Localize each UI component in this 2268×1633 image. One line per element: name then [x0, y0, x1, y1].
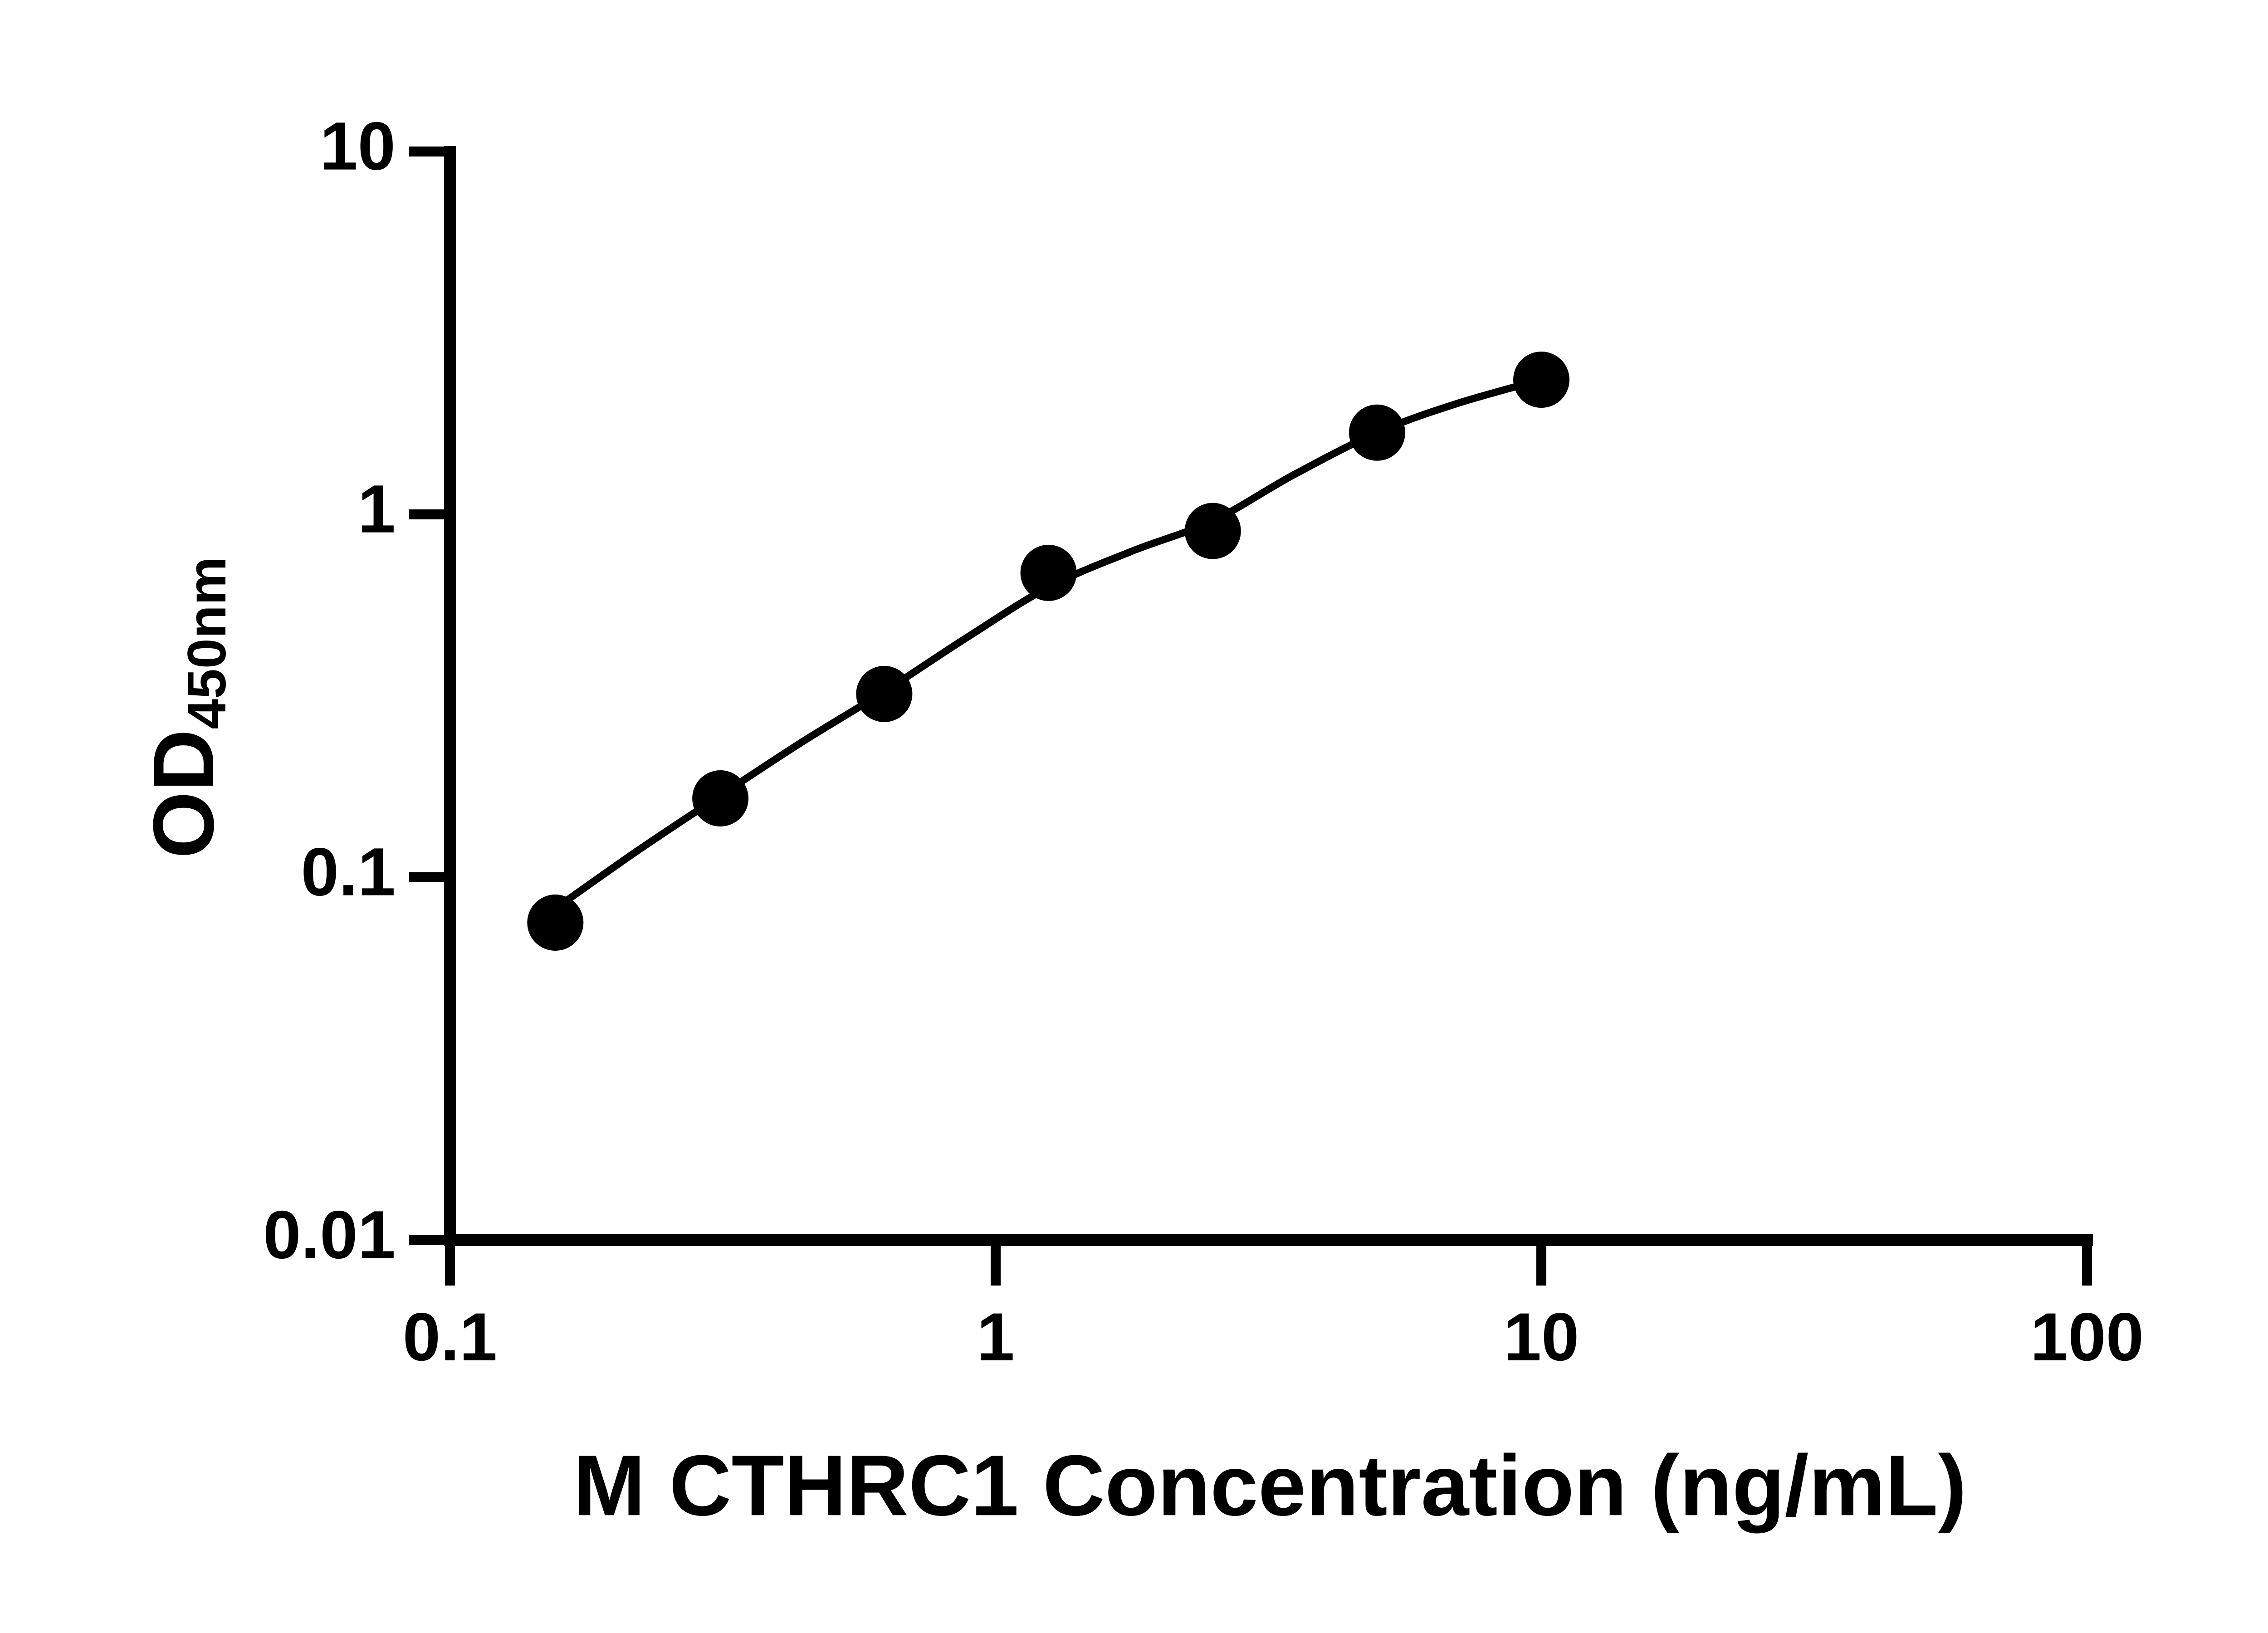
- x-tick-label-1: 1: [977, 1299, 1014, 1375]
- axis-spines: [444, 146, 2093, 1246]
- data-point-marker: [527, 895, 584, 951]
- data-point-marker: [856, 665, 913, 722]
- y-axis-title-subscript: 450nm: [176, 557, 237, 729]
- y-axis-title-main: OD: [136, 729, 232, 859]
- y-tick-label-1: 1: [358, 471, 396, 547]
- data-point-marker: [1184, 503, 1241, 559]
- svg-text:OD450nm: OD450nm: [136, 557, 237, 858]
- data-point-marker: [1513, 352, 1569, 408]
- y-tick-label-10: 10: [320, 108, 396, 184]
- data-point-marker: [1349, 404, 1405, 461]
- x-tick-label-0.1: 0.1: [403, 1299, 498, 1375]
- data-point-marker: [1020, 544, 1077, 601]
- y-tick-label-0.01: 0.01: [263, 1197, 396, 1273]
- y-axis-title-group: OD450nm: [136, 557, 237, 858]
- standard-curve-line: [552, 376, 1545, 912]
- x-axis-title: M CTHRC1 Concentration (ng/mL): [573, 1437, 1966, 1534]
- x-axis-tick-labels: 0.1 1 10 100: [403, 1299, 2144, 1375]
- x-tick-label-10: 10: [1504, 1299, 1579, 1375]
- y-axis-tick-labels: 10 1 0.1 0.01: [263, 108, 396, 1273]
- y-tick-label-0.1: 0.1: [301, 834, 396, 910]
- y-axis-tickmarks: [409, 147, 450, 1245]
- x-tick-label-100: 100: [2030, 1299, 2144, 1375]
- data-point-markers: [527, 352, 1569, 951]
- data-point-marker: [692, 770, 749, 826]
- x-axis-tickmarks: [445, 1240, 2092, 1286]
